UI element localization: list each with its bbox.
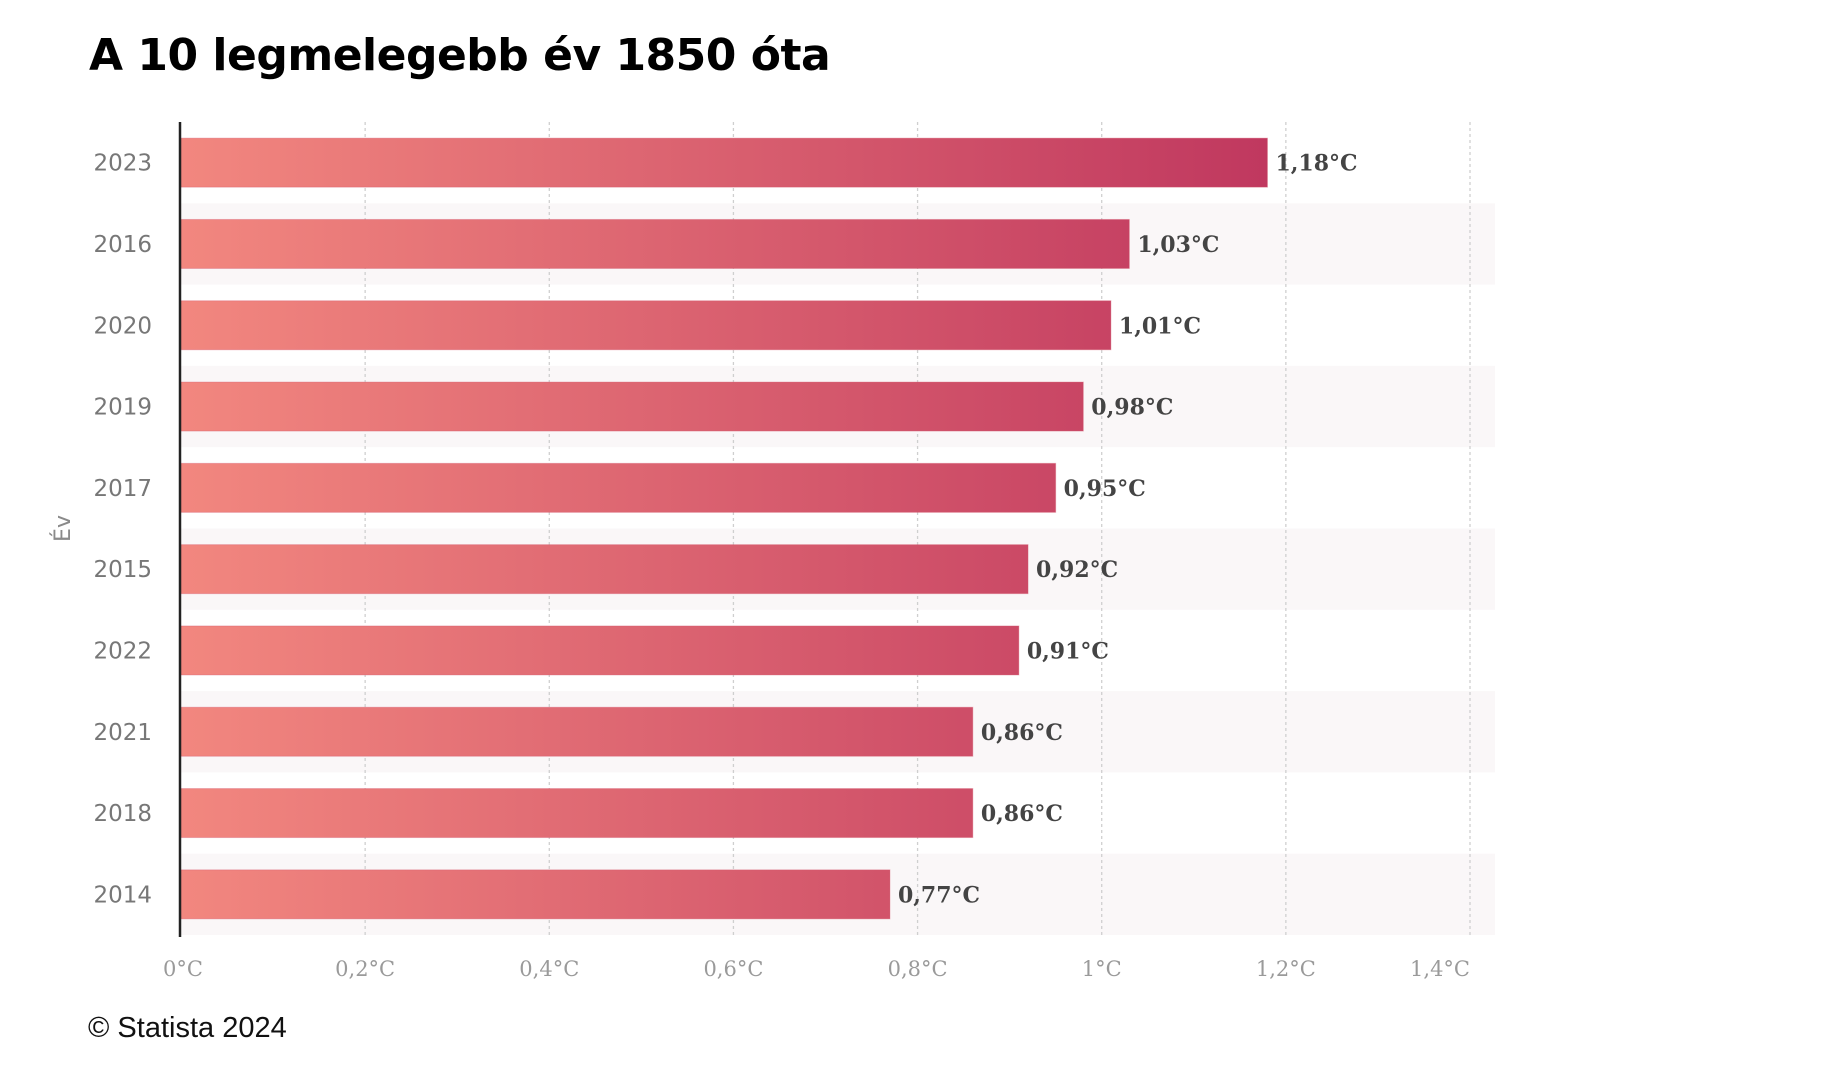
y-tick-labels: 2023 2016 2020 2019 2017 2015 2022 2021 2018 2014 <box>93 151 152 909</box>
x-tick-labels: 0°C 0,2°C 0,4°C 0,6°C 0,8°C 1°C 1,2°C 1,4°C <box>163 957 1470 981</box>
data-label: 0,77°C <box>898 882 980 908</box>
x-tick-label: 0°C <box>163 957 203 981</box>
y-tick-label: 2023 <box>93 151 152 177</box>
data-label: 0,98°C <box>1091 395 1173 421</box>
y-axis-title: Év <box>50 515 76 542</box>
bars <box>180 137 1268 920</box>
chart-title: A 10 legmelegebb év 1850 óta <box>89 30 831 81</box>
x-tick-label: 1,4°C <box>1410 957 1470 981</box>
data-label: 1,03°C <box>1137 232 1219 258</box>
bar-2020 <box>180 300 1112 351</box>
x-tick-label: 1°C <box>1082 957 1122 981</box>
data-label: 0,86°C <box>981 720 1063 746</box>
y-tick-label: 2018 <box>93 801 152 827</box>
x-tick-label: 0,8°C <box>888 957 948 981</box>
x-tick-label: 1,2°C <box>1256 957 1316 981</box>
data-label: 0,91°C <box>1027 638 1109 664</box>
data-label: 1,18°C <box>1275 151 1357 177</box>
bar-chart: 2023 2016 2020 2019 2017 2015 2022 2021 2018 2014… <box>50 122 1471 981</box>
data-label: 0,86°C <box>981 801 1063 827</box>
y-tick-label: 2020 <box>93 313 152 339</box>
bar-2023 <box>180 137 1268 188</box>
bar-2018 <box>180 788 974 839</box>
bar-2016 <box>180 218 1130 269</box>
copyright-source: © Statista 2024 <box>88 1012 287 1044</box>
bar-2017 <box>180 462 1057 513</box>
y-tick-label: 2017 <box>93 476 152 502</box>
data-label: 0,92°C <box>1036 557 1118 583</box>
bar-2014 <box>180 869 891 920</box>
data-labels: 1,18°C 1,03°C 1,01°C 0,98°C 0,95°C 0,92°C 0,91… <box>898 151 1358 909</box>
y-tick-label: 2015 <box>93 557 152 583</box>
y-tick-label: 2014 <box>93 882 152 908</box>
x-tick-label: 0,6°C <box>703 957 763 981</box>
x-tick-label: 0,2°C <box>335 957 395 981</box>
y-tick-label: 2019 <box>93 395 152 421</box>
y-tick-label: 2021 <box>93 720 152 746</box>
bar-2021 <box>180 706 974 757</box>
y-tick-label: 2016 <box>93 232 152 258</box>
data-label: 0,95°C <box>1064 476 1146 502</box>
bar-2022 <box>180 625 1020 676</box>
x-tick-label: 0,4°C <box>519 957 579 981</box>
bar-2019 <box>180 381 1084 432</box>
data-label: 1,01°C <box>1119 313 1201 339</box>
y-tick-label: 2022 <box>93 638 152 664</box>
bar-2015 <box>180 544 1029 595</box>
